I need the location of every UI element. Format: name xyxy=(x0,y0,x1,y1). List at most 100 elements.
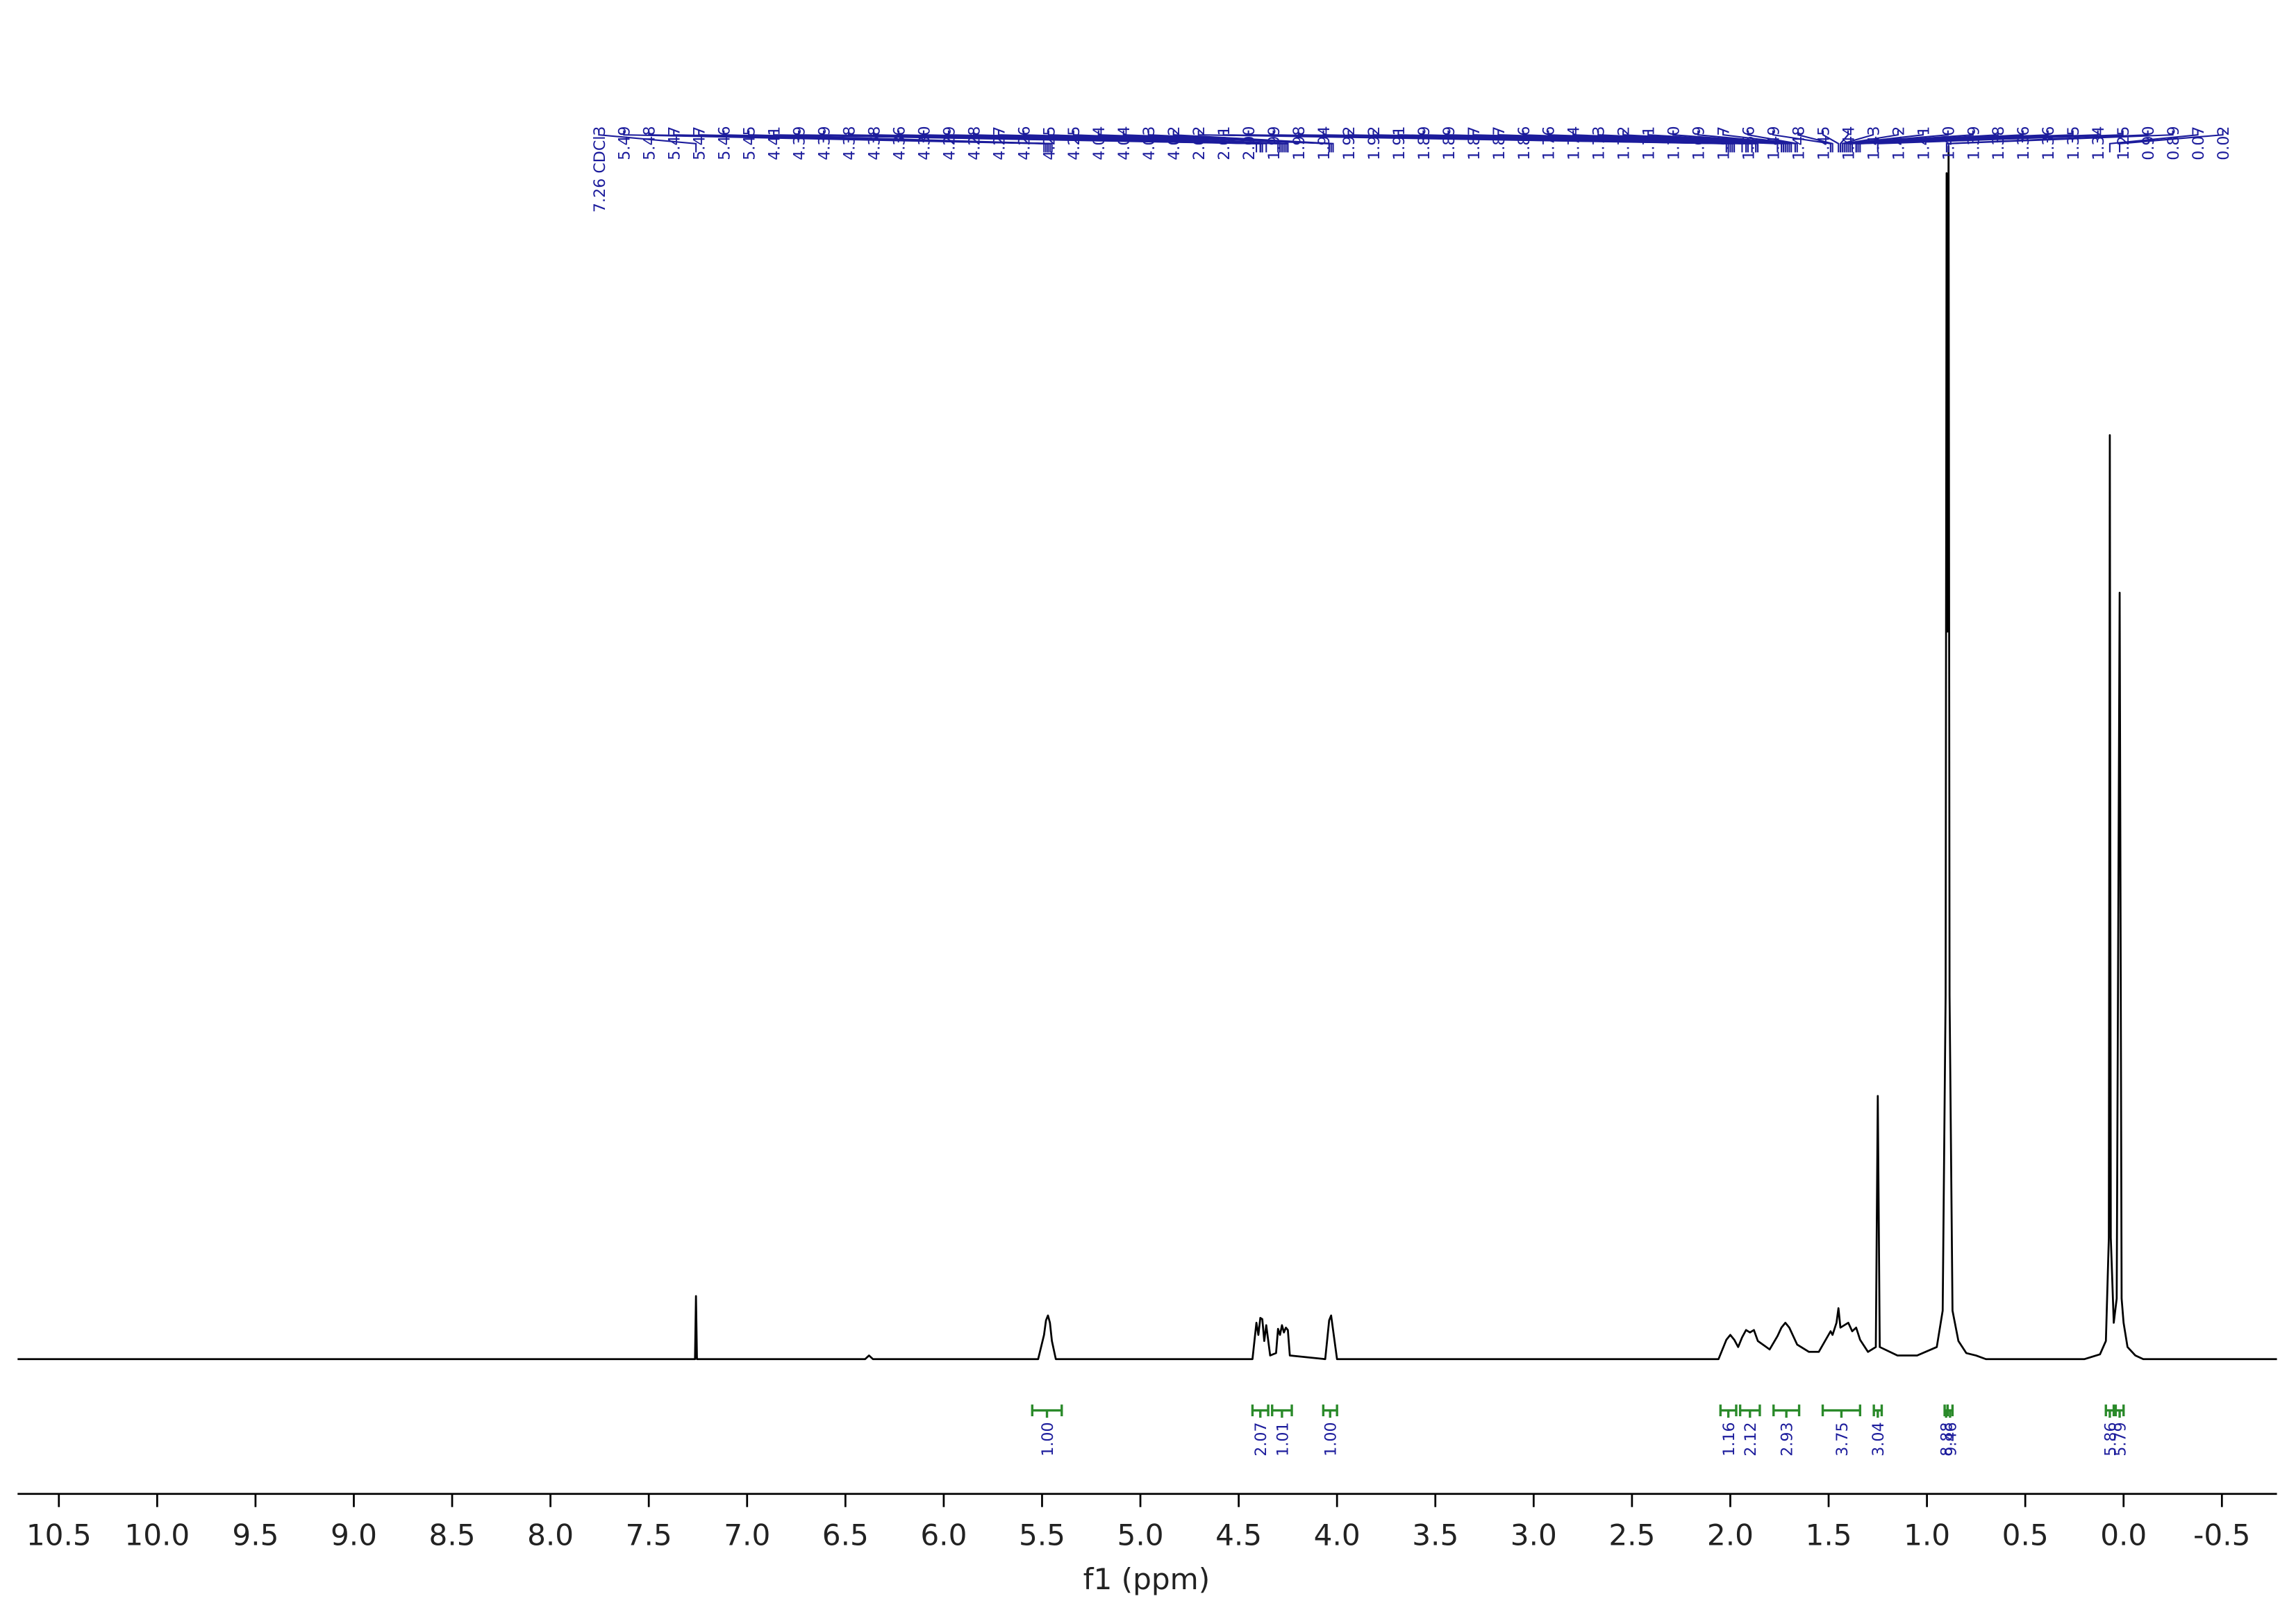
peak-label: 5.46 xyxy=(716,126,734,160)
peak-connector xyxy=(1839,130,1849,153)
peak-connector xyxy=(1647,130,1788,153)
integral-bracket xyxy=(1772,1404,1801,1418)
peak-label: 4.26 xyxy=(1015,126,1033,160)
peak-connector xyxy=(1522,130,1759,153)
peak-label: 1.72 xyxy=(1615,126,1633,160)
x-tick-label: 0.0 xyxy=(2100,1518,2147,1552)
peak-label: 5.47 xyxy=(666,126,684,160)
peak-label: 1.36 xyxy=(2015,126,2033,160)
x-tick-label: 2.0 xyxy=(1707,1518,1754,1552)
peak-connector xyxy=(2108,130,2199,153)
peak-label: 2.00 xyxy=(1240,126,1258,160)
peak-label: 1.71 xyxy=(1640,126,1658,160)
peak-label: 1.67 xyxy=(1715,126,1733,160)
peak-label: 5.49 xyxy=(616,126,634,160)
peak-label: 1.73 xyxy=(1590,126,1608,160)
integral-label: 5.79 xyxy=(2112,1422,2130,1456)
integral-label: 3.04 xyxy=(1870,1422,1888,1456)
peak-label: 1.66 xyxy=(1740,126,1758,160)
peak-connector xyxy=(2119,130,2224,153)
integral-label: 5.86 xyxy=(2102,1422,2120,1456)
peak-connector xyxy=(1822,130,1840,153)
integral-label: 1.00 xyxy=(1322,1422,1340,1456)
integral-label: 8.88 xyxy=(1938,1422,1956,1456)
peak-label: 1.92 xyxy=(1365,126,1383,160)
peak-connector xyxy=(598,130,697,153)
peak-connector xyxy=(748,130,1053,153)
x-tick-label: -0.5 xyxy=(2193,1518,2250,1552)
x-tick-label: 5.5 xyxy=(1019,1518,1065,1552)
peak-label: 1.98 xyxy=(1290,126,1308,160)
integral-label: 2.07 xyxy=(1252,1422,1270,1456)
peak-connector xyxy=(1772,130,1831,153)
peak-label: 1.49 xyxy=(1765,126,1783,160)
peak-label: 4.04 xyxy=(1115,126,1133,160)
peak-connector xyxy=(1851,130,1999,153)
peak-connector xyxy=(1147,130,1332,153)
peak-label: 4.03 xyxy=(1140,126,1158,160)
peak-label: 4.25 xyxy=(1065,126,1083,160)
peak-label: 1.89 xyxy=(1415,126,1433,160)
peak-label: 4.27 xyxy=(990,126,1008,160)
x-tick-label: 3.0 xyxy=(1511,1518,1557,1552)
x-tick-label: 4.0 xyxy=(1314,1518,1361,1552)
peak-label: 1.99 xyxy=(1265,126,1283,160)
peak-connector xyxy=(1172,130,1334,153)
peak-label: 1.45 xyxy=(1815,126,1833,160)
peak-label: 1.48 xyxy=(1790,126,1808,160)
x-tick-label: 5.0 xyxy=(1117,1518,1164,1552)
peak-connector xyxy=(1697,130,1792,153)
peak-label: 4.38 xyxy=(865,126,883,160)
peak-connector xyxy=(1877,130,2124,153)
peak-label: 4.39 xyxy=(816,126,834,160)
peak-label: 4.39 xyxy=(791,126,809,160)
integral-label: 2.93 xyxy=(1779,1422,1797,1456)
peak-label: 1.35 xyxy=(2065,126,2083,160)
peak-label: 4.41 xyxy=(766,126,784,160)
integral-label: 2.12 xyxy=(1742,1422,1760,1456)
peak-label: 4.28 xyxy=(965,126,983,160)
peak-connector xyxy=(1849,130,1974,153)
peak-connector xyxy=(1845,130,1924,153)
x-tick-label: 6.0 xyxy=(920,1518,967,1552)
peak-connector xyxy=(1843,130,1899,153)
integral-bracket xyxy=(1719,1404,1738,1418)
peak-label: 1.38 xyxy=(1990,126,2008,160)
peak-label: 1.41 xyxy=(1915,126,1933,160)
integral-bracket xyxy=(1821,1404,1862,1418)
x-tick-label: 4.5 xyxy=(1215,1518,1262,1552)
peak-label: 4.29 xyxy=(940,126,958,160)
x-axis-title: f1 (ppm) xyxy=(1083,1562,1211,1596)
spectrum-line xyxy=(17,145,2277,1361)
x-tick-label: 8.0 xyxy=(527,1518,574,1552)
peak-connector xyxy=(1859,130,2099,153)
peak-label: 1.87 xyxy=(1465,126,1483,160)
integral-label: 3.75 xyxy=(1833,1422,1852,1456)
peak-label: 1.70 xyxy=(1665,126,1683,160)
integral-label: 1.00 xyxy=(1039,1422,1057,1456)
peak-label: 7.26 CDCl3 xyxy=(591,126,609,212)
peak-label: 4.30 xyxy=(915,126,933,160)
peak-connector xyxy=(1797,130,1833,153)
peak-label: 1.34 xyxy=(2090,126,2108,160)
peak-label: 4.36 xyxy=(890,126,908,160)
integral-bracket xyxy=(2114,1404,2125,1418)
x-tick-label: 0.5 xyxy=(2002,1518,2049,1552)
peak-label: 4.38 xyxy=(841,126,859,160)
integral-bracket xyxy=(2104,1404,2115,1418)
peak-label: 1.76 xyxy=(1540,126,1558,160)
peak-label: 1.87 xyxy=(1490,126,1508,160)
integral-label: 1.01 xyxy=(1274,1422,1292,1456)
peak-label: 4.02 xyxy=(1165,126,1183,160)
peak-label: 0.89 xyxy=(2165,126,2183,160)
x-tick-label: 10.0 xyxy=(124,1518,190,1552)
integral-bracket xyxy=(1872,1404,1883,1418)
integral-bracket xyxy=(1946,1404,1954,1418)
integral-bracket xyxy=(1738,1404,1761,1418)
x-tick-label: 6.5 xyxy=(822,1518,869,1552)
peak-connector xyxy=(1747,130,1798,153)
peak-connector xyxy=(1072,130,1289,153)
peak-label: 0.90 xyxy=(2140,126,2158,160)
